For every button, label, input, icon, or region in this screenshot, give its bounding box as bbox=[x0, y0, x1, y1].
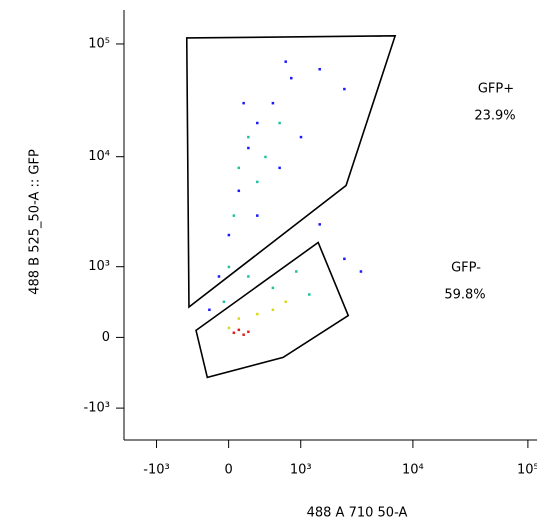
event-dot bbox=[217, 275, 221, 278]
event-dot bbox=[237, 328, 241, 332]
gate bbox=[195, 241, 350, 379]
event-dot bbox=[343, 257, 346, 261]
y-tick-label: 0 bbox=[102, 330, 110, 345]
event-dot bbox=[284, 60, 287, 63]
event-dot bbox=[359, 270, 363, 273]
event-dot bbox=[237, 166, 241, 170]
event-dot bbox=[247, 275, 250, 278]
event-dot bbox=[271, 308, 275, 312]
x-tick-label: 10³ bbox=[290, 463, 312, 478]
event-dot bbox=[237, 189, 241, 193]
event-dot bbox=[256, 312, 259, 316]
event-dot bbox=[232, 331, 236, 335]
gate-stat: 59.8% bbox=[444, 288, 485, 303]
event-dot bbox=[264, 155, 267, 159]
event-dot bbox=[247, 330, 250, 334]
event-dot bbox=[247, 146, 250, 150]
event-dot bbox=[318, 223, 321, 226]
event-dot bbox=[290, 76, 293, 80]
gate-label: GFP- bbox=[451, 261, 481, 276]
y-axis-label: 488 B 525_50-A :: GFP bbox=[28, 149, 43, 295]
y-tick-label: 10⁴ bbox=[88, 149, 110, 164]
x-tick-label: 0 bbox=[224, 463, 232, 478]
event-dot bbox=[295, 270, 298, 273]
event-dot bbox=[278, 166, 281, 170]
event-dot bbox=[208, 308, 211, 312]
event-dot bbox=[256, 121, 259, 125]
event-dot bbox=[343, 87, 346, 91]
event-dot bbox=[247, 135, 250, 139]
event-dot bbox=[237, 317, 241, 320]
event-dot bbox=[271, 286, 275, 290]
event-dot bbox=[308, 293, 311, 296]
x-tick-label: 10⁵ bbox=[517, 463, 537, 478]
x-axis-label: 488 A 710 50-A bbox=[307, 506, 408, 521]
event-dot bbox=[227, 326, 231, 330]
event-dot bbox=[256, 214, 259, 217]
event-dot bbox=[222, 300, 226, 304]
event-dot bbox=[318, 67, 321, 71]
event-dot bbox=[227, 233, 231, 237]
event-dot bbox=[271, 101, 275, 105]
gate-stat: 23.9% bbox=[474, 109, 515, 124]
x-tick-label: -10³ bbox=[143, 463, 169, 478]
event-dot bbox=[256, 180, 259, 184]
event-dot bbox=[242, 333, 245, 336]
event-dot bbox=[278, 121, 281, 125]
event-dot bbox=[299, 135, 303, 139]
event-dot bbox=[227, 265, 231, 269]
event-dot bbox=[242, 101, 245, 105]
y-tick-label: -10³ bbox=[84, 401, 110, 416]
gate-label: GFP+ bbox=[478, 82, 514, 97]
y-tick-label: 10³ bbox=[88, 259, 110, 274]
gate bbox=[185, 35, 397, 309]
event-dot bbox=[284, 300, 287, 304]
x-tick-label: 10⁴ bbox=[402, 463, 424, 478]
event-dot bbox=[232, 214, 236, 217]
y-tick-label: 10⁵ bbox=[88, 36, 110, 51]
